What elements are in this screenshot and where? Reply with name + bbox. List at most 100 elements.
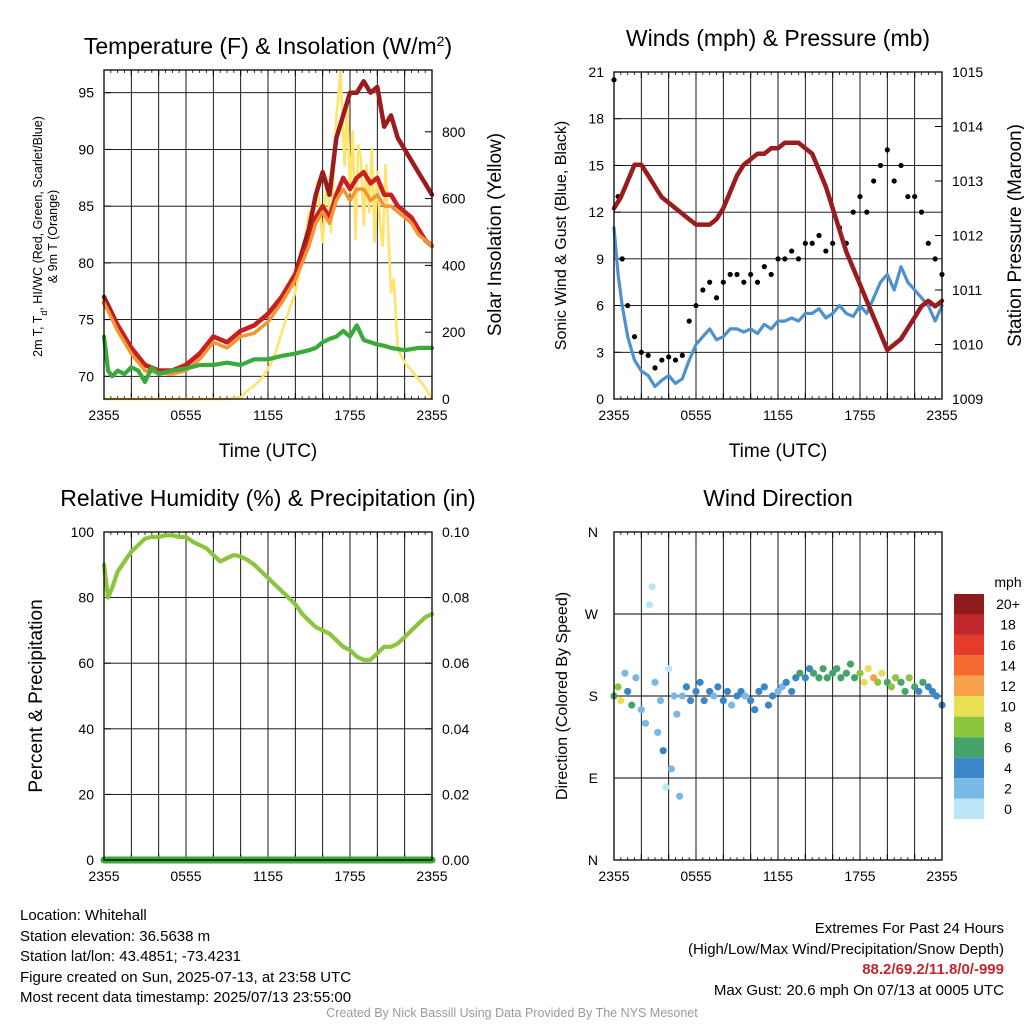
direction-point bbox=[864, 665, 872, 673]
gust-point bbox=[830, 240, 836, 246]
y-tick-label: 6 bbox=[596, 298, 604, 314]
gust-point bbox=[713, 295, 720, 301]
direction-point bbox=[641, 719, 650, 727]
y-tick-label: 90 bbox=[78, 141, 94, 157]
x-tick-label: 1755 bbox=[844, 868, 875, 884]
colorbar-label: 8 bbox=[1004, 719, 1012, 735]
y-tick-label: 12 bbox=[588, 204, 604, 220]
x-tick-label: 2355 bbox=[88, 868, 119, 884]
plot-border bbox=[613, 531, 943, 861]
gust-point bbox=[754, 279, 761, 285]
direction-point bbox=[686, 696, 695, 705]
y2-tick-label: 0.02 bbox=[442, 786, 469, 802]
direction-point bbox=[654, 728, 662, 737]
y-label-part: , HI/WC (Red, Green, Scarlet/Blue) bbox=[31, 116, 45, 311]
x-tick-label: 0555 bbox=[170, 407, 201, 423]
colorbar-label: 2 bbox=[1004, 780, 1012, 796]
colorbar-swatch bbox=[954, 675, 984, 697]
colorbar-swatch bbox=[954, 716, 984, 738]
colorbar-title: mph bbox=[994, 574, 1021, 590]
chart-title: Temperature (F) & Insolation (W/m2) bbox=[84, 33, 452, 59]
direction-point bbox=[764, 701, 773, 709]
direction-point bbox=[614, 683, 622, 691]
y2-tick-label: 1015 bbox=[952, 64, 983, 80]
gust-point bbox=[809, 240, 815, 246]
x-tick-label: 0555 bbox=[680, 407, 711, 423]
gust-point bbox=[638, 349, 644, 355]
direction-point bbox=[700, 696, 708, 705]
y-label-part: 2m T, T bbox=[31, 315, 45, 357]
direction-point bbox=[741, 692, 749, 700]
chart-title: Winds (mph) & Pressure (mb) bbox=[626, 25, 930, 51]
gust-point bbox=[884, 147, 890, 153]
direction-point bbox=[696, 678, 704, 686]
direction-point bbox=[809, 669, 818, 677]
direction-point bbox=[788, 687, 796, 696]
direction-point bbox=[678, 692, 686, 700]
y-tick-label: 18 bbox=[588, 111, 604, 127]
y-tick-label: 0 bbox=[86, 852, 94, 868]
gust-point bbox=[789, 248, 795, 254]
gust-point bbox=[816, 232, 822, 239]
plot-border bbox=[613, 71, 943, 400]
colorbar-label: 4 bbox=[1004, 760, 1012, 776]
y-axis-label-line2: & 9m T (Orange) bbox=[46, 190, 60, 283]
extremes-subtitle: (High/Low/Max Wind/Precipitation/Snow De… bbox=[688, 940, 1004, 958]
direction-point bbox=[760, 683, 768, 691]
direction-point bbox=[801, 674, 809, 682]
gust-point bbox=[905, 193, 911, 200]
x-tick-label: 1155 bbox=[763, 868, 793, 884]
y-tick-label: N bbox=[588, 852, 598, 868]
x-tick-label: 1155 bbox=[763, 407, 793, 423]
x-tick-label: 2355 bbox=[416, 868, 447, 884]
direction-point bbox=[692, 687, 700, 696]
recent-data-text: Most recent data timestamp: 2025/07/13 2… bbox=[20, 989, 352, 1006]
winds-pressure-panel: 2355 0555 1155 1755 2355 Winds (mph) & Pressu… bbox=[553, 25, 1024, 462]
colorbar-swatch bbox=[954, 594, 984, 615]
y2-tick-label: 0.10 bbox=[442, 524, 469, 540]
gust-point bbox=[748, 271, 754, 278]
x-tick-label: 1155 bbox=[253, 407, 283, 423]
x-tick-label: 1755 bbox=[334, 407, 365, 423]
gust-point bbox=[802, 240, 808, 246]
gust-point bbox=[932, 256, 938, 262]
direction-point bbox=[837, 674, 845, 682]
gust-point bbox=[775, 256, 781, 262]
direction-point bbox=[727, 701, 736, 709]
colorbar-swatch bbox=[954, 634, 984, 656]
x-tick-label: 0555 bbox=[680, 868, 711, 884]
direction-point bbox=[632, 674, 640, 682]
plot-border bbox=[103, 69, 433, 400]
gust-point bbox=[727, 271, 733, 278]
x-tick-label: 2355 bbox=[88, 407, 119, 423]
x-tick-label: 2355 bbox=[926, 407, 957, 423]
y2-axis-label: Station Pressure (Maroon) bbox=[1005, 124, 1024, 347]
created-text: Figure created on Sun, 2025-07-13, at 23… bbox=[20, 968, 352, 986]
y-axis-label: Direction (Colored By Speed) bbox=[554, 592, 571, 800]
gust-point bbox=[707, 279, 713, 285]
y2-tick-label: 400 bbox=[442, 257, 466, 273]
y-tick-label: 80 bbox=[78, 590, 94, 606]
gust-point bbox=[871, 178, 877, 184]
direction-point bbox=[887, 683, 896, 691]
extremes-title: Extremes For Past 24 Hours bbox=[814, 920, 1004, 937]
location-text: Location: Whitehall bbox=[20, 907, 147, 924]
direction-point bbox=[710, 692, 718, 700]
y-axis-label: Percent & Precipitation bbox=[26, 599, 47, 792]
direction-point bbox=[782, 678, 790, 686]
title-superscript: 2 bbox=[437, 33, 445, 49]
direction-point bbox=[719, 696, 727, 705]
colorbar-label: 20+ bbox=[996, 596, 1020, 612]
colorbar-label: 18 bbox=[1000, 617, 1016, 633]
series-nine_m bbox=[102, 187, 434, 376]
y-tick-label: 9 bbox=[596, 251, 604, 267]
x-axis-label: Time (UTC) bbox=[729, 441, 828, 462]
y-tick-label: 21 bbox=[588, 64, 604, 80]
direction-point bbox=[846, 660, 855, 668]
y2-tick-label: 1009 bbox=[952, 391, 983, 407]
direction-point bbox=[747, 696, 755, 705]
y-tick-label: 70 bbox=[78, 368, 94, 384]
x-tick-label: 1755 bbox=[844, 407, 875, 423]
direction-point bbox=[751, 706, 759, 714]
